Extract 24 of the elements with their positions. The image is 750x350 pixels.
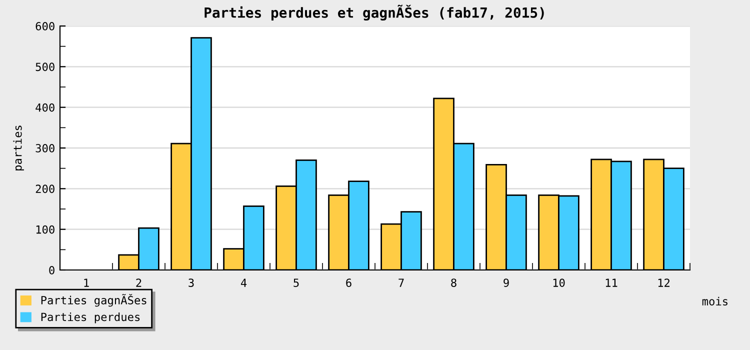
x-tick-label: 12	[658, 278, 670, 287]
y-tick-label: 0	[49, 266, 54, 274]
y-tick-label: 100	[36, 225, 54, 234]
y-axis-title: parties	[13, 126, 24, 170]
x-tick-label: 11	[606, 278, 618, 287]
x-tick-label: 5	[294, 278, 299, 287]
x-tick-label: 10	[553, 278, 565, 287]
x-tick-label: 4	[240, 278, 247, 287]
x-tick-label: 6	[346, 278, 352, 287]
x-tick-label: 1	[84, 278, 89, 287]
chart-title: Parties perdues et gagnÃŠes (fab17, 2015)	[204, 4, 544, 21]
x-tick-label: 2	[136, 278, 142, 287]
legend-label: Parties gagnÃŠes	[41, 294, 146, 307]
legend-label: Parties perdues	[41, 312, 140, 324]
y-tick-label: 200	[36, 184, 54, 194]
y-tick-label: 600	[36, 22, 54, 30]
y-tick-label: 400	[36, 103, 54, 112]
x-tick-label: 9	[504, 278, 509, 287]
x-tick-label: 8	[451, 278, 456, 287]
x-tick-label: 3	[188, 278, 194, 287]
x-axis-title: mois	[702, 296, 728, 306]
x-tick-label: 7	[398, 278, 404, 287]
y-tick-label: 500	[36, 62, 54, 72]
y-tick-label: 300	[36, 144, 54, 152]
